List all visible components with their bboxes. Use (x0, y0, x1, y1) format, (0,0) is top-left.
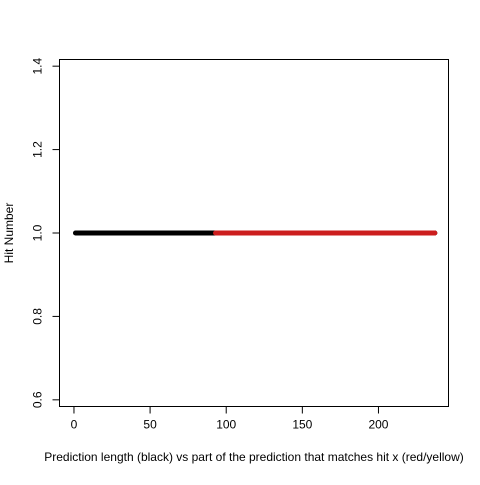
x-tick-label: 0 (71, 418, 78, 432)
y-tick-label: 0.8 (31, 308, 45, 325)
x-tick-label: 200 (368, 418, 388, 432)
y-tick-label: 1.4 (31, 58, 45, 75)
y-tick-label: 1.2 (31, 141, 45, 158)
x-tick-label: 100 (216, 418, 236, 432)
x-axis: 0 50 100 150 200 (71, 406, 389, 432)
x-axis-label: Prediction length (black) vs part of the… (44, 450, 464, 464)
y-axis-label: Hit Number (2, 203, 16, 264)
x-tick-label: 50 (143, 418, 157, 432)
y-tick-label: 1.0 (31, 224, 45, 241)
y-tick-label: 0.6 (31, 391, 45, 408)
y-axis: 0.6 0.8 1.0 1.2 1.4 (31, 58, 60, 408)
x-tick-label: 150 (292, 418, 312, 432)
